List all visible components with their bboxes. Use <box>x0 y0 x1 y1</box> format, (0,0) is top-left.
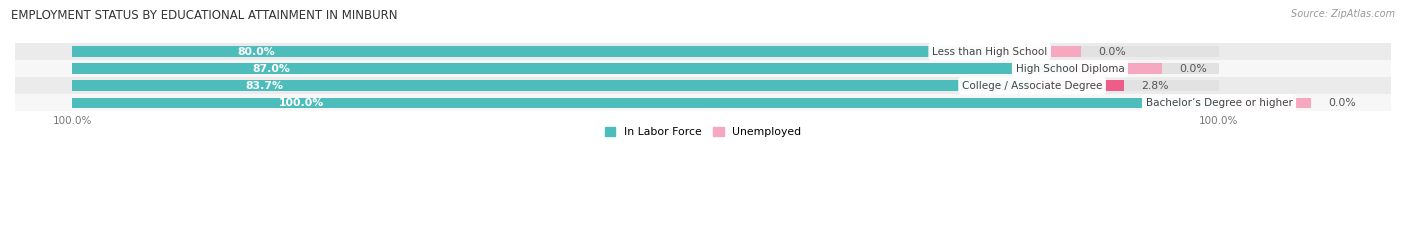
Text: College / Associate Degree: College / Associate Degree <box>962 81 1102 91</box>
Text: 0.0%: 0.0% <box>1178 64 1206 74</box>
Bar <box>1070 63 1161 74</box>
Text: 100.0%: 100.0% <box>278 98 323 108</box>
Legend: In Labor Force, Unemployed: In Labor Force, Unemployed <box>600 123 806 142</box>
Bar <box>1219 98 1310 108</box>
Text: EMPLOYMENT STATUS BY EDUCATIONAL ATTAINMENT IN MINBURN: EMPLOYMENT STATUS BY EDUCATIONAL ATTAINM… <box>11 9 398 22</box>
Bar <box>72 63 1219 74</box>
Text: High School Diploma: High School Diploma <box>1015 64 1125 74</box>
Bar <box>15 94 1391 111</box>
Text: Less than High School: Less than High School <box>932 47 1047 57</box>
Bar <box>15 43 1391 60</box>
Bar <box>72 98 1219 108</box>
Text: 87.0%: 87.0% <box>252 64 290 74</box>
Text: 0.0%: 0.0% <box>1327 98 1355 108</box>
Text: Source: ZipAtlas.com: Source: ZipAtlas.com <box>1291 9 1395 19</box>
Text: Bachelor’s Degree or higher: Bachelor’s Degree or higher <box>1146 98 1292 108</box>
Bar <box>15 60 1391 77</box>
Text: 2.8%: 2.8% <box>1142 81 1168 91</box>
Bar <box>72 46 990 57</box>
Bar <box>72 46 1219 57</box>
Bar <box>990 46 1081 57</box>
Text: 83.7%: 83.7% <box>245 81 283 91</box>
Bar <box>72 63 1070 74</box>
Bar <box>72 80 1219 91</box>
Bar <box>1032 80 1123 91</box>
Bar <box>72 80 1032 91</box>
Bar <box>15 77 1391 94</box>
Text: 80.0%: 80.0% <box>238 47 276 57</box>
Text: 0.0%: 0.0% <box>1098 47 1126 57</box>
Bar <box>72 98 1219 108</box>
